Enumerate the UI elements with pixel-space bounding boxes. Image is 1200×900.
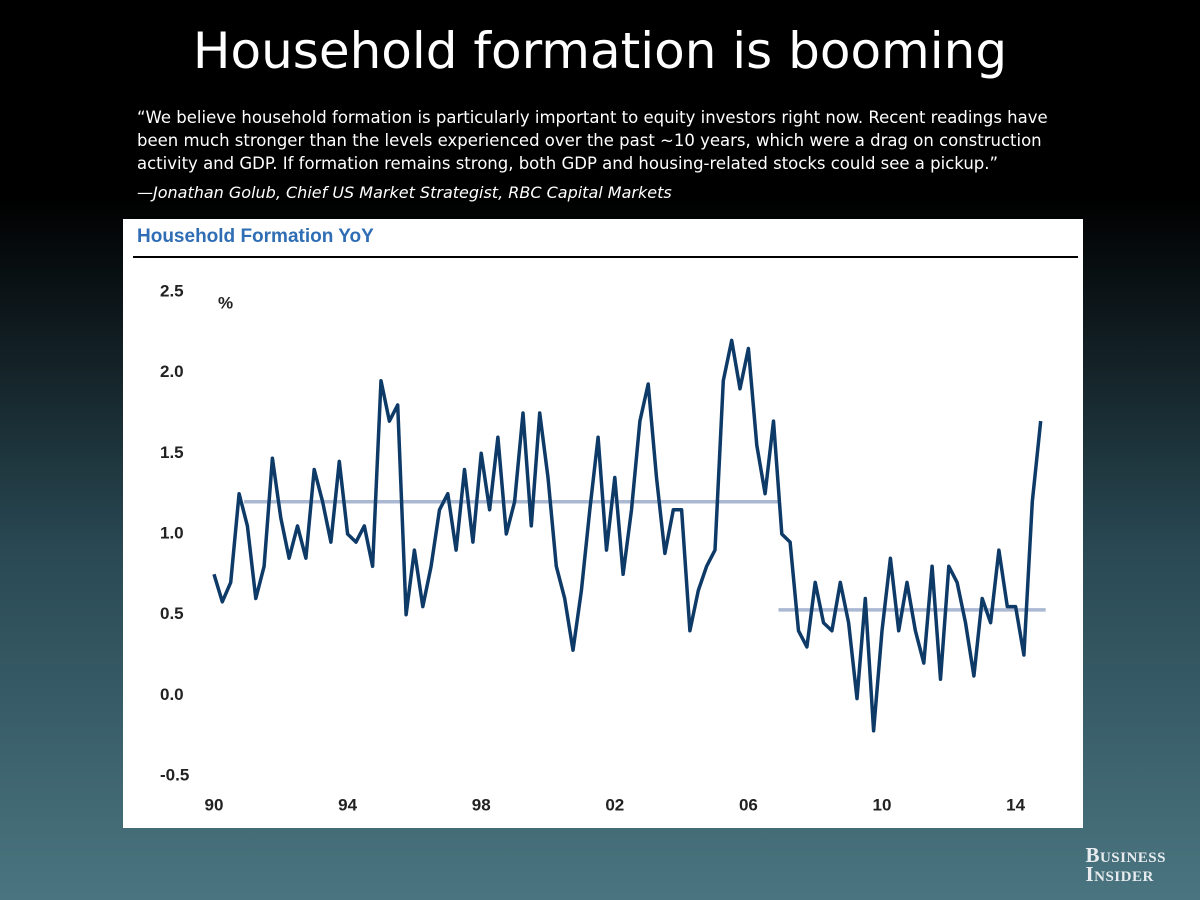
x-tick-label: 94 [338,795,357,814]
y-tick-label: 1.5 [160,443,184,462]
y-tick-label: 0.5 [160,604,184,623]
y-tick-label: 2.0 [160,362,184,381]
quote: “We believe household formation is parti… [137,106,1048,175]
x-tick-label: 10 [873,795,892,814]
quote-line: activity and GDP. If formation remains s… [137,154,999,173]
slide-title: Household formation is booming [192,22,1008,80]
x-tick-label: 90 [205,795,224,814]
logo-line: Business [1085,843,1166,867]
quote-line: been much stronger than the levels exper… [137,131,1042,150]
logo-line: Insider [1085,862,1154,886]
data-line [212,338,1043,733]
y-tick-label: 0.0 [160,685,184,704]
y-unit: % [218,293,233,312]
x-tick-label: 06 [739,795,758,814]
x-tick-label: 14 [1006,795,1025,814]
x-tick-label: 02 [605,795,624,814]
logo: Business Insider [1085,843,1166,886]
chart-title: Household Formation YoY [137,226,374,247]
x-tick-label: 98 [472,795,491,814]
quote-line: “We believe household formation is parti… [137,108,1048,127]
y-tick-label: 2.5 [160,281,184,300]
y-tick-label: -0.5 [160,765,189,784]
attribution: —Jonathan Golub, Chief US Market Strateg… [137,183,672,202]
y-tick-label: 1.0 [160,523,184,542]
